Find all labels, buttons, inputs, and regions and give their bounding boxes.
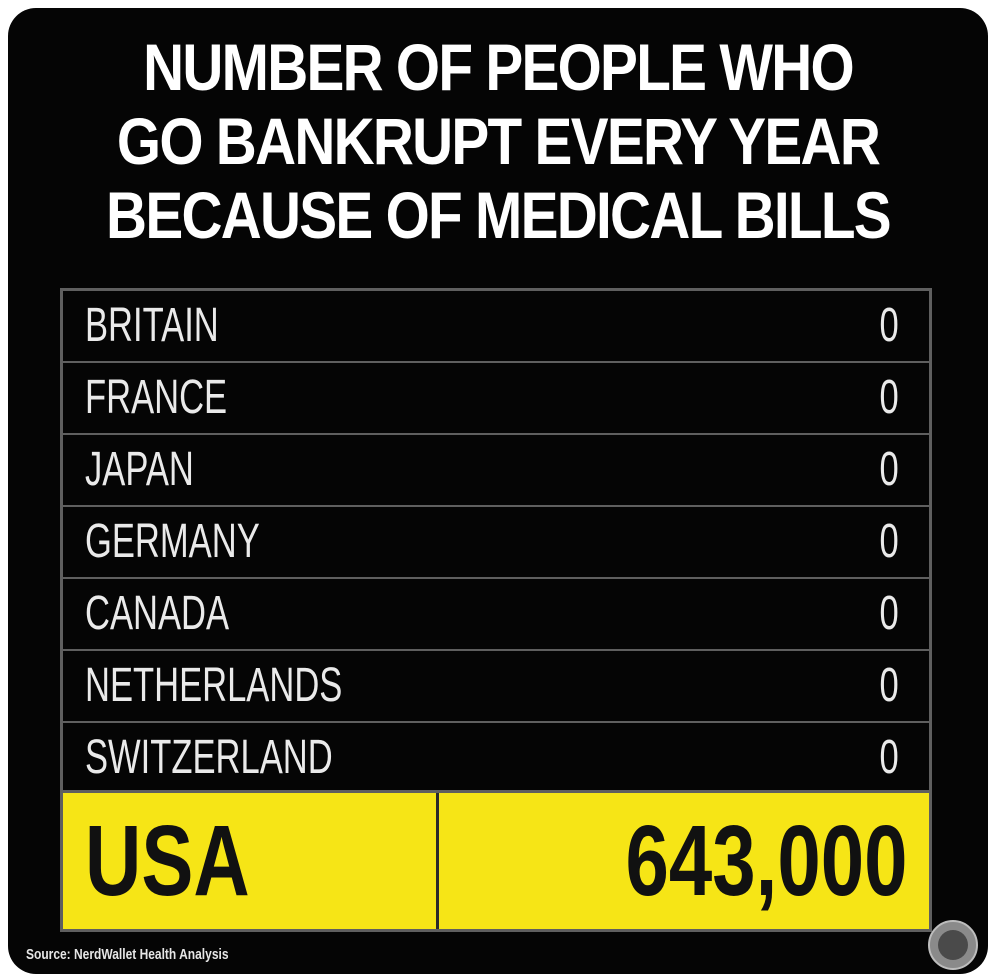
highlight-row: USA 643,000 xyxy=(60,790,932,932)
title-line-3: BECAUSE OF MEDICAL BILLS xyxy=(106,178,892,252)
highlight-country: USA xyxy=(85,805,250,917)
title-line-2: GO BANKRUPT EVERY YEAR xyxy=(116,104,881,178)
table-row: SWITZERLAND 0 xyxy=(63,723,929,795)
table-row: GERMANY 0 xyxy=(63,507,929,579)
country-value: 0 xyxy=(879,659,899,712)
country-label: GERMANY xyxy=(85,515,260,568)
title-line-1: NUMBER OF PEOPLE WHO xyxy=(143,30,855,104)
country-label: SWITZERLAND xyxy=(85,731,333,784)
infographic-card: NUMBER OF PEOPLE WHO GO BANKRUPT EVERY Y… xyxy=(8,8,988,974)
country-value: 0 xyxy=(879,299,899,352)
table-row: CANADA 0 xyxy=(63,579,929,651)
country-label: BRITAIN xyxy=(85,299,219,352)
country-value: 0 xyxy=(879,371,899,424)
country-label: CANADA xyxy=(85,587,230,640)
country-label: FRANCE xyxy=(85,371,228,424)
highlight-value: 643,000 xyxy=(625,805,907,917)
country-value: 0 xyxy=(879,587,899,640)
highlight-divider xyxy=(436,793,439,929)
country-label: NETHERLANDS xyxy=(85,659,343,712)
table-row: BRITAIN 0 xyxy=(63,291,929,363)
country-label: JAPAN xyxy=(85,443,194,496)
country-value: 0 xyxy=(879,443,899,496)
watermark-seal-inner xyxy=(938,930,968,960)
country-value: 0 xyxy=(879,515,899,568)
source-note: Source: NerdWallet Health Analysis xyxy=(26,946,229,963)
table-row: JAPAN 0 xyxy=(63,435,929,507)
country-value: 0 xyxy=(879,731,899,784)
watermark-seal-icon xyxy=(928,920,978,970)
chart-title: NUMBER OF PEOPLE WHO GO BANKRUPT EVERY Y… xyxy=(77,30,920,252)
table-row: NETHERLANDS 0 xyxy=(63,651,929,723)
table-row: FRANCE 0 xyxy=(63,363,929,435)
country-table: BRITAIN 0 FRANCE 0 JAPAN 0 GERMANY 0 CANADA 0 NETH… xyxy=(60,288,932,796)
